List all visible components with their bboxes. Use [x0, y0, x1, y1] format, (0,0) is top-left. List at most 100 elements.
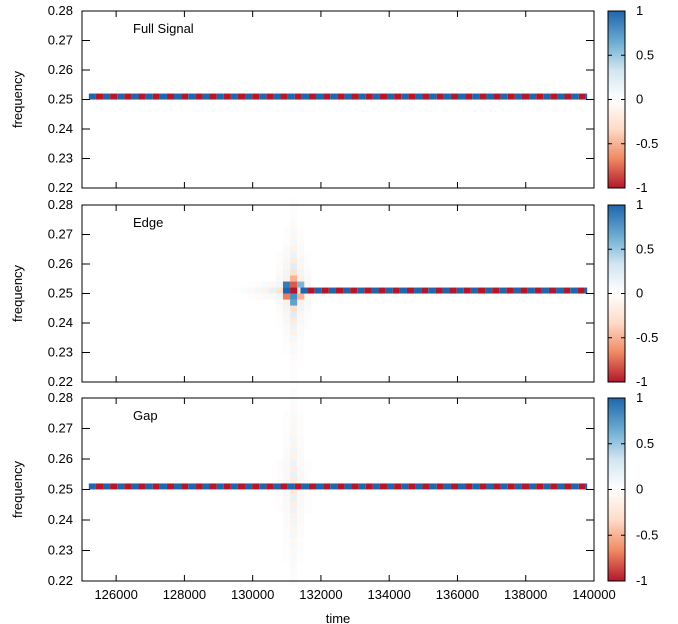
band-cell: [536, 483, 544, 490]
y-tick-label: 0.25: [48, 482, 73, 497]
leakage-cell: [290, 251, 298, 258]
band-cell: [463, 287, 471, 294]
leakage-cell: [290, 459, 298, 466]
colorbar: -1 -0.5 0 0.5 1: [607, 197, 658, 389]
leakage-cell: [297, 501, 305, 508]
leakage-cell: [254, 293, 262, 300]
leakage-cell: [290, 317, 298, 324]
band-cell: [485, 287, 493, 294]
band-cell: [230, 483, 238, 490]
colorbar-tick-label: -1: [636, 573, 648, 588]
band-cell: [181, 93, 189, 100]
leakage-cell: [275, 293, 283, 300]
leakage-cell: [290, 405, 298, 412]
band-cell: [372, 483, 380, 490]
band-cell: [188, 483, 196, 490]
leakage-cell: [275, 471, 283, 478]
leakage-cell: [297, 299, 305, 306]
band-cell: [392, 287, 400, 294]
band-cell: [323, 483, 331, 490]
band-cell: [514, 483, 522, 490]
leakage-cell: [290, 233, 298, 240]
y-tick-label: 0.26: [48, 62, 73, 77]
band-cell: [287, 483, 295, 490]
leakage-cell: [275, 269, 283, 276]
leakage-cell: [261, 287, 269, 294]
leakage-cell: [297, 453, 305, 460]
leakage-cell: [282, 275, 291, 282]
band-cell: [307, 287, 315, 294]
band-cell: [435, 287, 443, 294]
leakage-cell: [282, 317, 291, 324]
band-cell: [145, 93, 153, 100]
leakage-cell: [297, 245, 305, 252]
leakage-cell: [304, 477, 312, 484]
band-cell: [287, 93, 295, 100]
leakage-cell: [290, 341, 298, 348]
band-cell: [564, 483, 572, 490]
band-cell: [406, 287, 415, 294]
band-cell: [379, 483, 388, 490]
leakage-cell: [290, 371, 298, 378]
band-cell: [401, 483, 409, 490]
band-cell: [477, 287, 486, 294]
band-cell: [507, 483, 515, 490]
band-cell: [294, 483, 302, 490]
band-cell: [422, 93, 430, 100]
leakage-cell: [282, 263, 291, 270]
leakage-cell: [290, 359, 298, 366]
x-tick-label: 136000: [436, 587, 479, 602]
leakage-cell: [304, 317, 312, 324]
band-cell: [450, 93, 459, 100]
band-cell: [442, 287, 450, 294]
band-cell: [499, 287, 507, 294]
band-cell: [543, 483, 551, 490]
band-cell: [202, 483, 210, 490]
leakage-cell: [275, 465, 283, 472]
leakage-cell: [297, 411, 305, 418]
band-cell: [88, 93, 96, 100]
band-cell: [399, 287, 407, 294]
band-cell: [493, 483, 501, 490]
leakage-cell: [297, 495, 305, 502]
colorbar-tick-label: -1: [636, 374, 648, 389]
band-cell: [364, 287, 372, 294]
leakage-cell: [275, 501, 283, 508]
band-cell: [316, 93, 324, 100]
panel-edge: 0.22 0.23 0.24 0.25 0.26 0.27 0.28 Edge frequenc…: [10, 197, 658, 389]
leakage-cell: [304, 471, 312, 478]
band-cell: [174, 483, 182, 490]
leakage-cell: [233, 287, 241, 294]
leakage-cell: [297, 555, 305, 562]
band-cell: [216, 483, 224, 490]
leakage-cell: [290, 227, 298, 234]
band-cell: [252, 93, 260, 100]
band-cell: [421, 287, 429, 294]
leakage-cell: [304, 263, 312, 270]
x-tick-label: 130000: [231, 587, 274, 602]
band-cell: [578, 93, 586, 100]
band-cell: [335, 287, 344, 294]
band-cell: [422, 483, 430, 490]
leakage-cell: [297, 275, 305, 282]
leakage-cell: [290, 287, 298, 294]
band-cell: [351, 483, 359, 490]
leakage-cell: [282, 537, 291, 544]
leakage-cell: [282, 555, 291, 562]
leakage-cell: [297, 335, 305, 342]
band-cell: [394, 93, 402, 100]
leakage-cell: [254, 287, 262, 294]
band-cell: [436, 483, 444, 490]
leakage-cell: [290, 429, 298, 436]
colorbar-tick-label: -0.5: [636, 527, 658, 542]
leakage-cell: [304, 311, 312, 318]
colorbar-tick-label: 0: [636, 482, 643, 497]
leakage-cell: [304, 495, 312, 502]
leakage-cell: [290, 453, 298, 460]
band-cell: [216, 93, 224, 100]
band-cell: [209, 483, 217, 490]
band-cell: [443, 483, 451, 490]
leakage-cell: [297, 227, 305, 234]
leakage-cell: [282, 251, 291, 258]
